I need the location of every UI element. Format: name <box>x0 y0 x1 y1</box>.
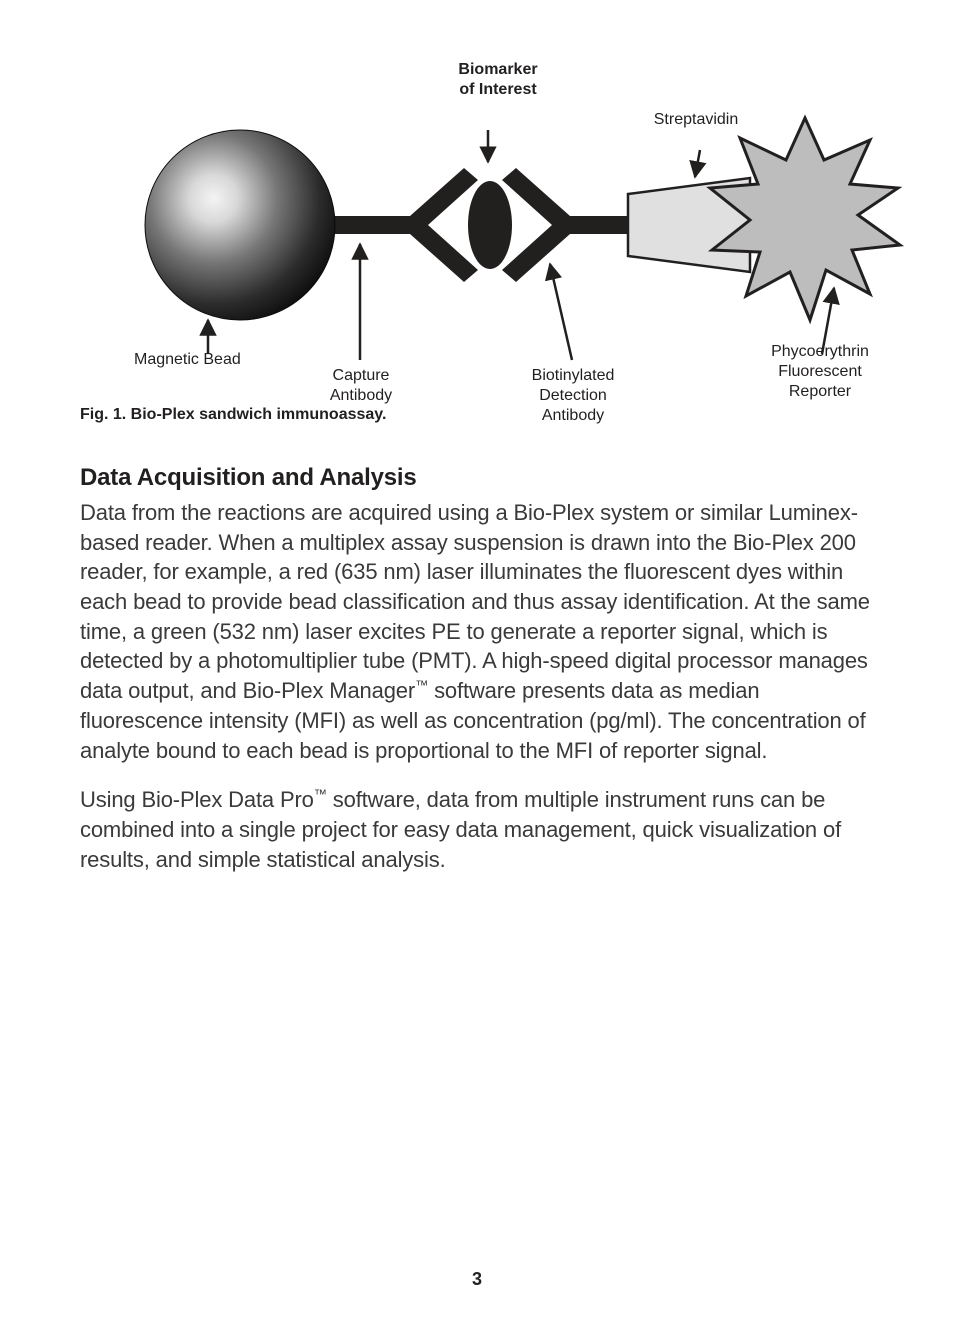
figure-caption: Fig. 1. Bio-Plex sandwich immunoassay. <box>80 406 874 424</box>
magnetic-bead-shape <box>145 130 335 320</box>
capture-antibody-shape <box>328 168 478 282</box>
label-biomarker: Biomarker of Interest <box>418 60 578 100</box>
biomarker-shape <box>468 181 512 269</box>
detection-antibody-shape <box>502 168 628 282</box>
immunoassay-diagram <box>110 60 910 390</box>
arrow-streptavidin <box>695 150 700 177</box>
label-detection: Biotinylated Detection Antibody <box>498 366 648 426</box>
label-magnetic-bead: Magnetic Bead <box>134 350 284 370</box>
page-number: 3 <box>0 1269 954 1290</box>
arrow-detection <box>550 264 572 360</box>
figure-1: Biomarker of Interest Streptavidin Magne… <box>80 60 874 390</box>
label-capture: Capture Antibody <box>306 366 416 406</box>
label-reporter: Phycoerythrin Fluorescent Reporter <box>740 342 900 402</box>
section-heading: Data Acquisition and Analysis <box>80 464 874 492</box>
paragraph-1: Data from the reactions are acquired usi… <box>80 498 874 765</box>
label-streptavidin: Streptavidin <box>626 110 766 130</box>
paragraph-2: Using Bio-Plex Data Pro™ software, data … <box>80 785 874 874</box>
